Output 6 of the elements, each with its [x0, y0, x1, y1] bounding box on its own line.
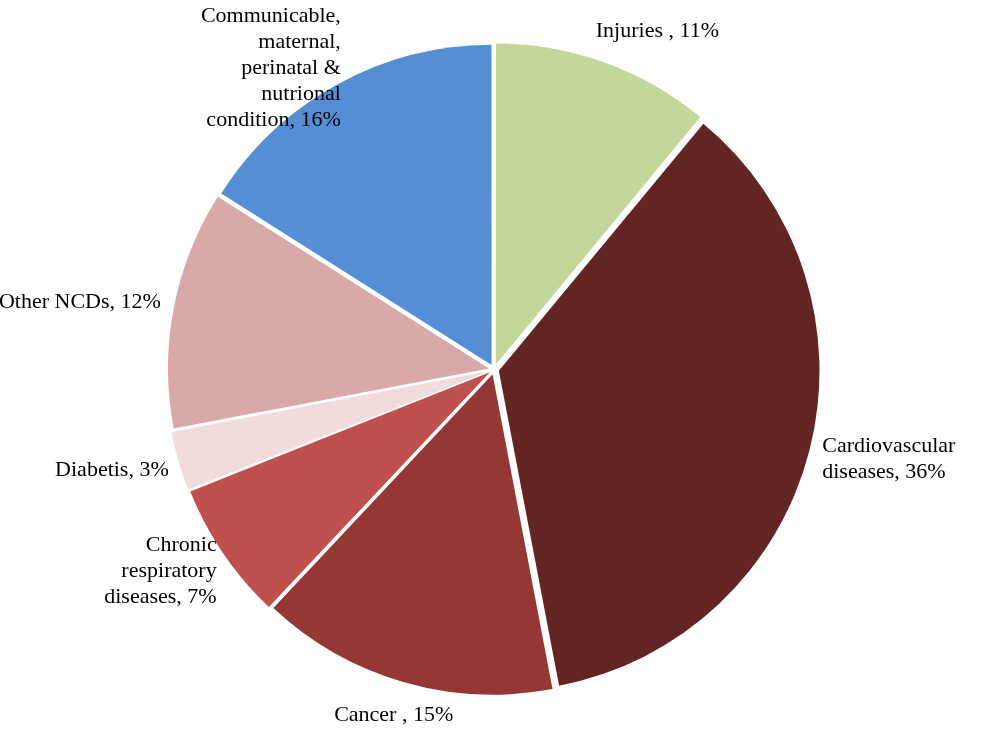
slice-label: Cardiovascular diseases, 36% — [822, 431, 957, 483]
slice-label: Diabetis, 3% — [55, 455, 169, 481]
slice-label: Other NCDs, 12% — [0, 287, 161, 313]
slice-label: Chronic respiratory diseases, 7% — [104, 531, 217, 609]
slice-label: Injuries , 11% — [595, 17, 719, 43]
slice-label: Cancer , 15% — [334, 700, 454, 726]
